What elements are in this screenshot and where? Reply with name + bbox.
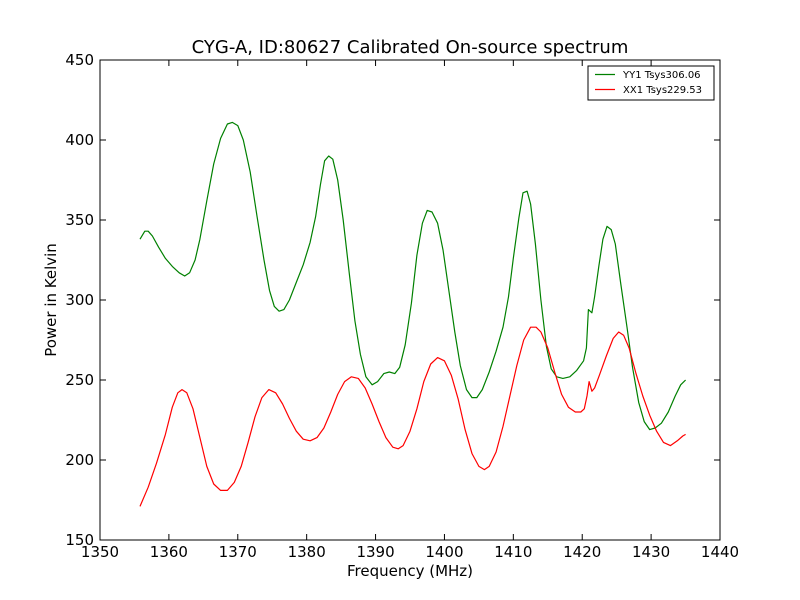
y-tick-label: 250 — [65, 371, 94, 389]
x-tick-label: 1430 — [632, 543, 670, 561]
y-tick-label: 200 — [65, 451, 94, 469]
y-tick-label: 350 — [65, 211, 94, 229]
y-axis-label: Power in Kelvin — [42, 243, 60, 357]
y-tick-label: 300 — [65, 291, 94, 309]
x-tick-label: 1440 — [701, 543, 739, 561]
x-tick-label: 1420 — [563, 543, 601, 561]
y-axis-ticks: 150 200 250 300 350 400 450 — [65, 51, 720, 549]
series-layer — [139, 121, 687, 507]
x-tick-label: 1410 — [494, 543, 532, 561]
x-axis-ticks: 1350 1360 1370 1380 1390 1400 1410 1420 1430 1440 — [81, 60, 739, 561]
y-tick-label: 400 — [65, 131, 94, 149]
y-tick-label: 150 — [65, 531, 94, 549]
series-line-yy1 — [139, 121, 687, 431]
x-tick-label: 1370 — [219, 543, 257, 561]
legend-label-xx1: XX1 Tsys229.53 — [623, 85, 702, 96]
x-tick-label: 1350 — [81, 543, 119, 561]
legend-box — [587, 65, 715, 101]
x-tick-label: 1390 — [356, 543, 394, 561]
x-tick-label: 1360 — [150, 543, 188, 561]
series-line-xx1 — [139, 326, 686, 507]
x-tick-label: 1380 — [288, 543, 326, 561]
x-axis-label: Frequency (MHz) — [347, 562, 473, 580]
legend: YY1 Tsys306.06 XX1 Tsys229.53 — [587, 65, 715, 101]
x-tick-label: 1400 — [425, 543, 463, 561]
chart-title: CYG-A, ID:80627 Calibrated On-source spe… — [192, 37, 629, 58]
legend-label-yy1: YY1 Tsys306.06 — [622, 70, 701, 81]
y-tick-label: 450 — [65, 51, 94, 69]
